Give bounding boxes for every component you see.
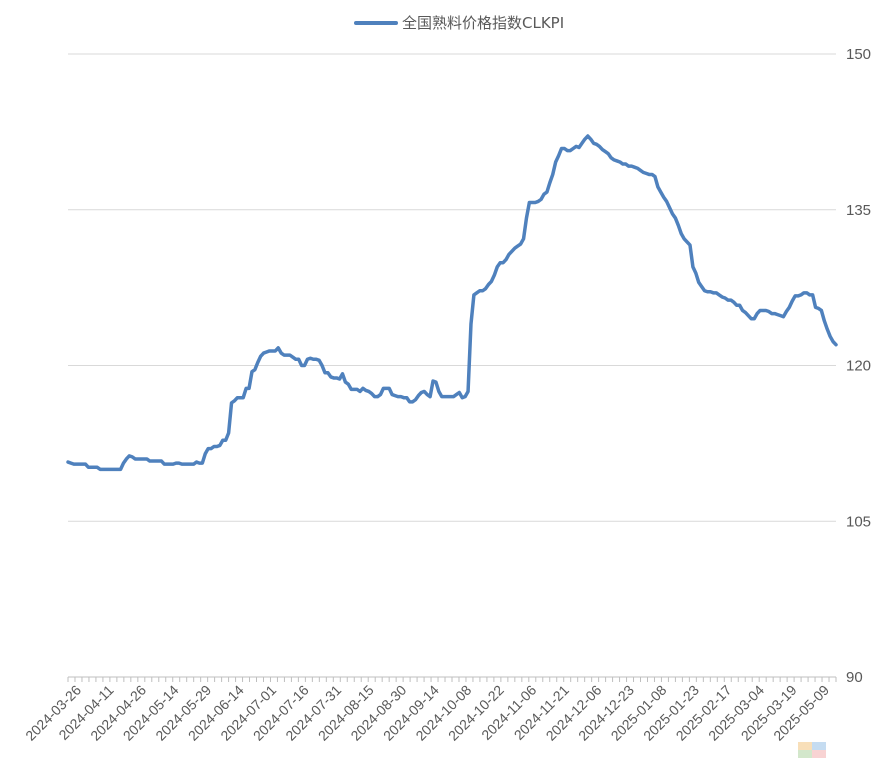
legend: 全国熟料价格指数CLKPI xyxy=(354,14,564,32)
legend-label: 全国熟料价格指数CLKPI xyxy=(402,14,564,32)
y-tick-label: 150 xyxy=(846,46,871,63)
x-axis: 2024-03-262024-04-112024-04-262024-05-14… xyxy=(22,677,837,744)
series-line-clkpi xyxy=(66,134,838,472)
watermark-logo xyxy=(798,742,826,758)
y-tick-label: 135 xyxy=(846,202,871,219)
y-tick-label: 105 xyxy=(846,513,871,530)
y-axis-ticks: 90 105 120 135 150 xyxy=(846,46,871,686)
y-tick-label: 90 xyxy=(846,669,863,686)
y-tick-label: 120 xyxy=(846,358,871,375)
series-group xyxy=(66,134,838,472)
gridlines xyxy=(68,53,836,678)
